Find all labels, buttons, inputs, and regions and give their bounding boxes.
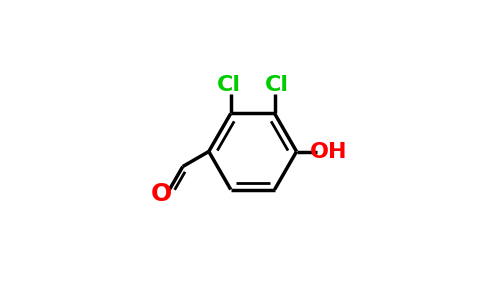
Text: O: O [151, 182, 172, 206]
Text: Cl: Cl [216, 75, 241, 94]
Text: OH: OH [310, 142, 347, 161]
Text: Cl: Cl [265, 75, 289, 94]
